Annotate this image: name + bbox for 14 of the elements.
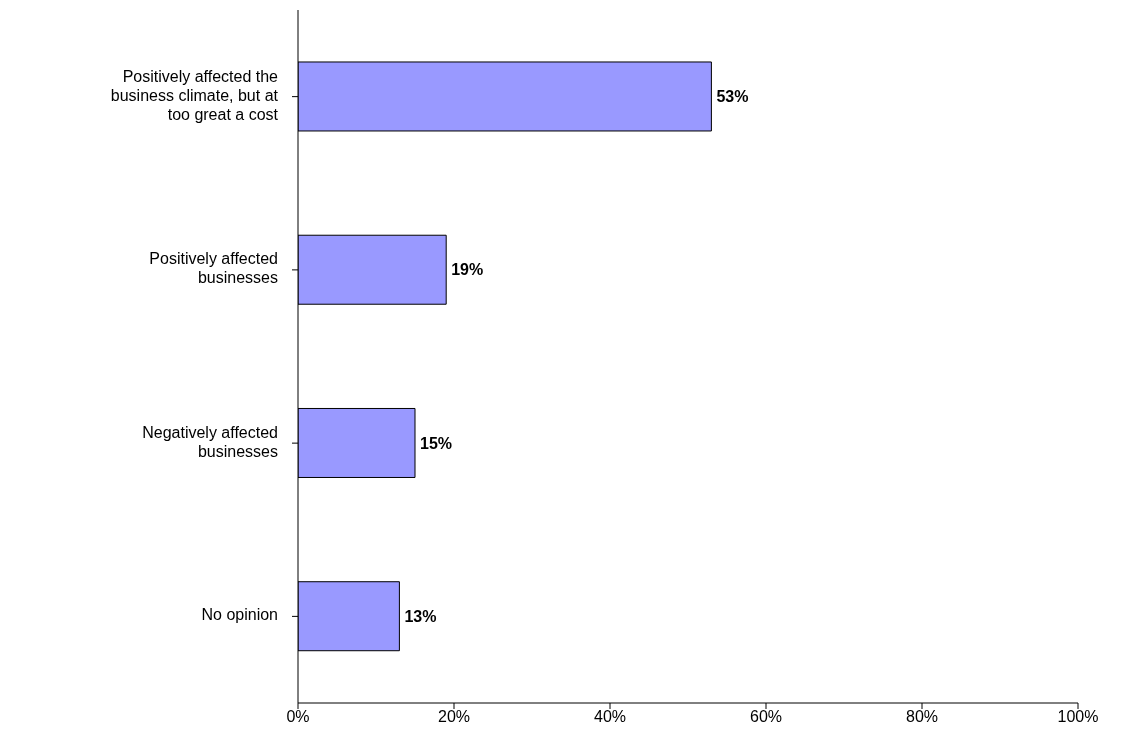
x-tick-label: 0% (286, 708, 310, 726)
y-tick-label: Positively affected businesses (149, 250, 278, 287)
data-label: 15% (420, 434, 453, 452)
x-tick-label: 60% (749, 708, 783, 726)
data-label: 19% (451, 261, 484, 279)
x-tick-label: 100% (1057, 708, 1099, 726)
y-tick-label: Negatively affected businesses (142, 423, 278, 460)
data-label: 13% (404, 607, 437, 625)
x-tick-label: 80% (905, 708, 939, 726)
y-tick-label: No opinion (201, 606, 278, 624)
data-label: 53% (716, 88, 749, 106)
y-tick-label: Positively affected the business climate, but at too great a cost (110, 67, 279, 123)
x-tick-label: 40% (593, 708, 627, 726)
x-tick-label: 20% (437, 708, 471, 726)
